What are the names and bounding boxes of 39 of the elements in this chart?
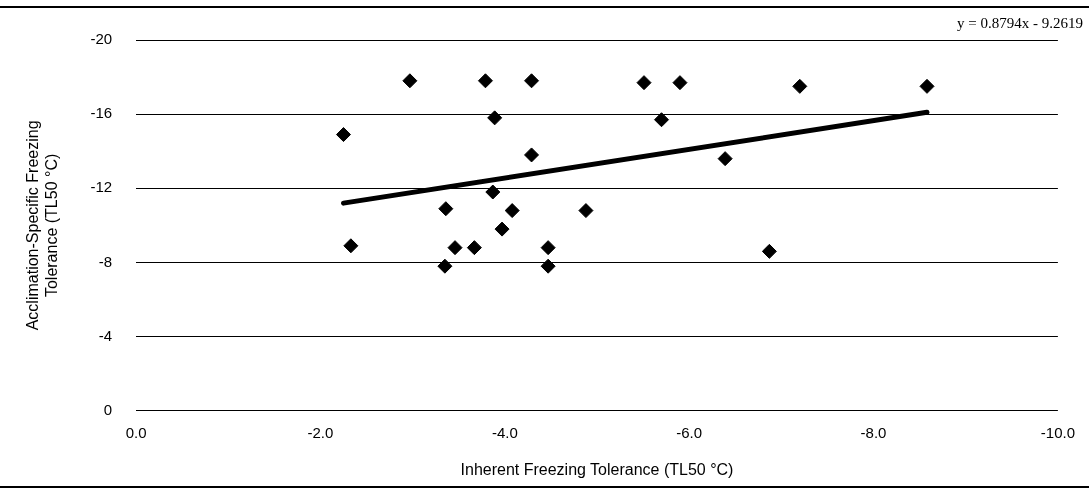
point <box>447 240 463 256</box>
point <box>792 78 808 94</box>
y-tick-label: -8 <box>98 252 113 270</box>
point <box>494 221 510 237</box>
x-tick-label: -10.0 <box>1040 423 1076 441</box>
x-tick-label: -2.0 <box>307 423 334 441</box>
point <box>636 75 652 91</box>
y-tick-label: 0 <box>103 400 113 418</box>
point <box>477 73 493 89</box>
x-axis-title: Inherent Freezing Tolerance (TL50 °C) <box>460 460 734 478</box>
point <box>343 238 359 254</box>
point <box>761 243 777 259</box>
point <box>335 127 351 143</box>
point <box>402 73 418 89</box>
point <box>504 203 520 219</box>
text: y = 0.8794x - 9.2619 <box>957 15 1083 32</box>
x-tick-label: -8.0 <box>860 423 887 441</box>
point <box>524 73 540 89</box>
y-tick-label: -12 <box>90 178 113 196</box>
point <box>524 147 540 163</box>
point <box>578 203 594 219</box>
point <box>485 184 501 200</box>
point <box>437 258 453 274</box>
point <box>540 240 556 256</box>
point <box>540 258 556 274</box>
y-tick-label: -20 <box>90 30 113 48</box>
x-tick-label: 0.0 <box>125 423 147 441</box>
point <box>919 78 935 94</box>
point <box>717 151 733 167</box>
x-tick-label: -4.0 <box>491 423 518 441</box>
y-tick-label: -16 <box>90 104 113 122</box>
y-axis-title: Acclimation-Specific Freezing Tolerance (TL50 °C) <box>24 120 61 331</box>
y-tick-label: -4 <box>98 326 113 344</box>
x-tick-label: -6.0 <box>676 423 703 441</box>
point <box>487 110 503 126</box>
point <box>672 75 688 91</box>
point <box>438 201 454 217</box>
point <box>654 112 670 128</box>
point <box>466 240 482 256</box>
